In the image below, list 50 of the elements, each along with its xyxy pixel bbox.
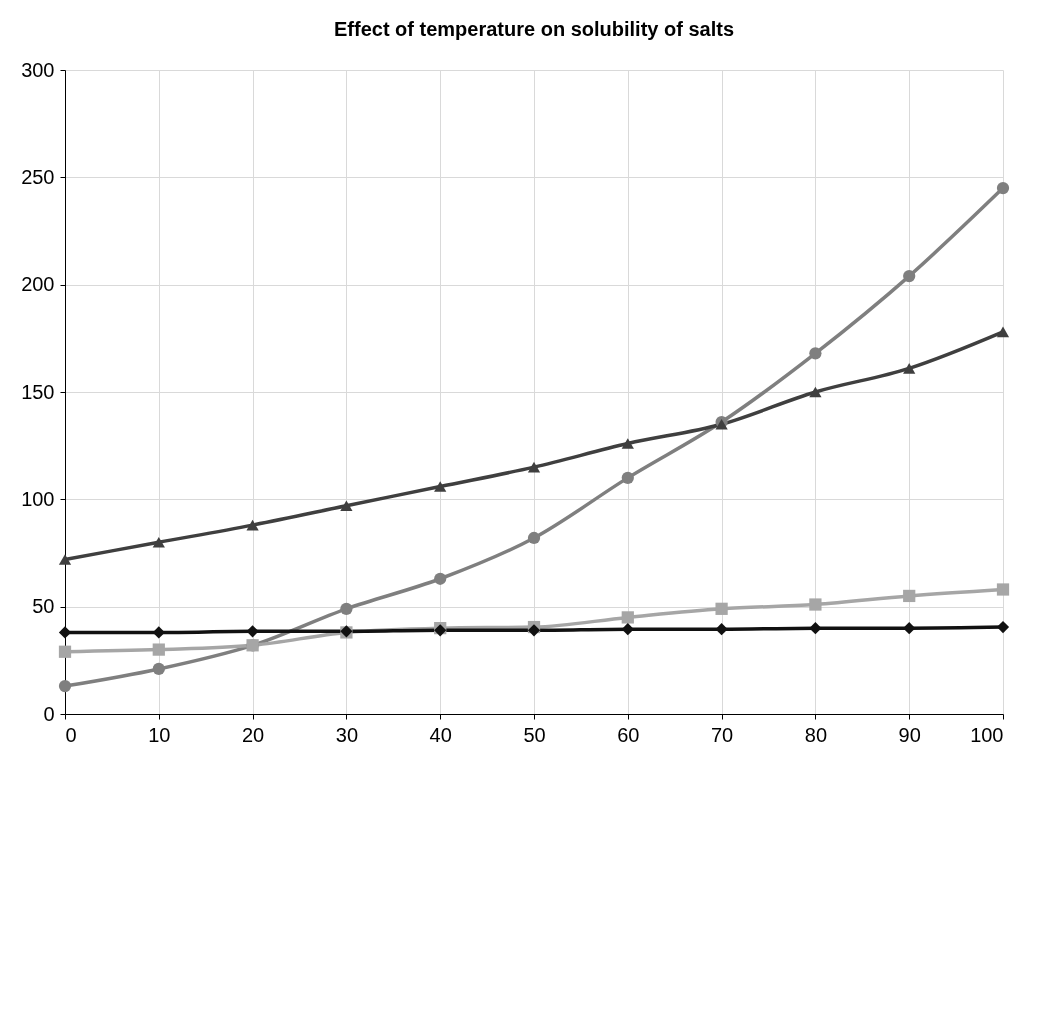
- point: [527, 461, 541, 473]
- y-tick-label: 50: [32, 595, 55, 618]
- point: [715, 623, 728, 636]
- point: [809, 386, 822, 398]
- point: [58, 645, 72, 658]
- y-tick-label: 0: [43, 702, 55, 725]
- point: [715, 602, 728, 615]
- point: [996, 326, 1010, 338]
- y-tick-label: 300: [21, 58, 55, 81]
- point: [809, 347, 822, 360]
- x-tick-label: 40: [429, 723, 452, 746]
- point: [434, 572, 447, 585]
- point: [996, 181, 1010, 195]
- y-tick-label: 250: [21, 165, 55, 188]
- x-tick-label: 100: [970, 723, 1004, 746]
- point: [340, 602, 353, 615]
- x-tick-label: 70: [710, 723, 734, 746]
- x-tick-label: 10: [148, 723, 171, 746]
- x-tick-label: 50: [523, 723, 546, 746]
- point: [903, 363, 916, 374]
- point: [434, 481, 447, 492]
- point: [152, 536, 165, 548]
- point: [621, 438, 634, 449]
- y-tick-label: 100: [21, 487, 55, 510]
- x-tick-label: 30: [335, 723, 359, 746]
- point: [152, 662, 165, 676]
- point: [152, 643, 165, 656]
- point: [621, 611, 634, 624]
- y-tick-label: 150: [21, 380, 55, 403]
- point: [527, 531, 541, 545]
- point: [246, 519, 259, 531]
- point: [58, 626, 72, 639]
- x-tick-label: 0: [65, 723, 77, 746]
- point: [903, 589, 916, 603]
- chart-title: Effect of temperature on solubility of salts: [333, 18, 735, 40]
- point: [996, 620, 1010, 634]
- point: [340, 500, 353, 512]
- point: [809, 622, 822, 635]
- point: [58, 679, 72, 693]
- x-tick-label: 20: [241, 723, 265, 746]
- point: [58, 554, 72, 565]
- x-tick-label: 80: [804, 723, 828, 746]
- point: [903, 269, 916, 283]
- point: [809, 598, 822, 611]
- y-tick-label: 200: [21, 273, 55, 296]
- x-tick-label: 60: [617, 723, 640, 746]
- point: [527, 624, 541, 637]
- x-tick-label: 90: [898, 723, 921, 746]
- point: [996, 583, 1010, 596]
- point: [621, 471, 634, 484]
